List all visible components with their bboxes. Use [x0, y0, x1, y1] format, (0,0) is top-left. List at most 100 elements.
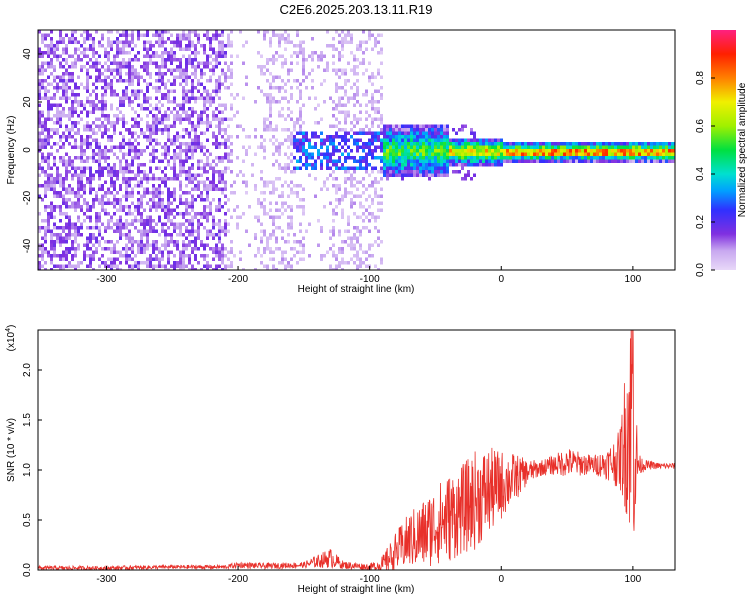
spectrogram-cell [38, 212, 41, 216]
spectrogram-cell [86, 243, 89, 247]
spectrogram-cell [386, 163, 389, 167]
spectrogram-cell [197, 65, 200, 69]
spectrogram-cell [194, 86, 197, 90]
spectrogram-cell [44, 261, 47, 265]
spectrogram-cell [179, 166, 182, 170]
spectrogram-cell [407, 128, 410, 132]
spectrogram-cell [170, 142, 173, 146]
spectrogram-cell [218, 75, 221, 79]
spectrogram-cell [119, 33, 122, 37]
spectrogram-cell [164, 128, 167, 132]
spectrogram-cell [590, 142, 593, 146]
spectrogram-cell [353, 212, 356, 216]
spectrogram-cell [176, 103, 179, 107]
spectrogram-cell [182, 243, 185, 247]
spectrogram-cell [179, 47, 182, 51]
spectrogram-cell [443, 170, 446, 174]
spectrogram-cell [149, 44, 152, 48]
spectrogram-cell [344, 103, 347, 107]
spectrogram-cell [272, 257, 275, 261]
spectrogram-cell [380, 96, 383, 100]
spectrogram-cell [521, 159, 524, 163]
spectrogram-cell [356, 142, 359, 146]
spectrogram-cell [230, 240, 233, 244]
spectrogram-cell [77, 156, 80, 160]
spectrogram-cell [365, 264, 368, 268]
spectrogram-cell [368, 149, 371, 153]
spectrogram-cell [59, 138, 62, 142]
spectrogram-cell [131, 257, 134, 261]
spectrogram-cell [161, 257, 164, 261]
spectrogram-cell [152, 44, 155, 48]
spectrogram-cell [68, 261, 71, 265]
spectrogram-cell [188, 117, 191, 121]
spectrogram-cell [182, 212, 185, 216]
spectrogram-cell [389, 166, 392, 170]
spectrogram-cell [173, 240, 176, 244]
spectrogram-cell [203, 107, 206, 111]
spectrogram-cell [74, 268, 77, 270]
spectrogram-cell [296, 149, 299, 153]
spectrogram-cell [371, 131, 374, 135]
spectrogram-cell [137, 114, 140, 118]
spectrogram-cell [371, 96, 374, 100]
spectrogram-cell [380, 201, 383, 205]
spectrogram-cell [332, 124, 335, 128]
spectrogram-cell [155, 254, 158, 258]
spectrogram-cell [65, 201, 68, 205]
spectrogram-cell [629, 156, 632, 160]
spectrogram-cell [71, 159, 74, 163]
spectrogram-cell [278, 54, 281, 58]
spectrogram-cell [62, 110, 65, 114]
spectrogram-cell [179, 264, 182, 268]
spectrogram-cell [278, 247, 281, 251]
spectrogram-cell [137, 37, 140, 41]
spectrogram-cell [191, 93, 194, 97]
spectrogram-cell [512, 142, 515, 146]
spectrogram-cell [485, 163, 488, 167]
spectrogram-cell [98, 198, 101, 202]
spectrogram-cell [368, 138, 371, 142]
spectrogram-cell [176, 131, 179, 135]
spectrogram-cell [44, 236, 47, 240]
spectrogram-cell [110, 180, 113, 184]
spectrogram-cell [155, 121, 158, 125]
spectrogram-cell [176, 117, 179, 121]
spectrogram-cell [68, 170, 71, 174]
spectrogram-cell [158, 184, 161, 188]
spectrogram-cell [191, 268, 194, 270]
spectrogram-cell [95, 68, 98, 72]
spectrogram-cell [185, 61, 188, 65]
spectrogram-cell [323, 205, 326, 209]
spectrogram-cell [71, 100, 74, 104]
spectrogram-cell [185, 201, 188, 205]
spectrogram-cell [380, 131, 383, 135]
spectrogram-cell [272, 268, 275, 270]
spectrogram-cell [266, 124, 269, 128]
spectrogram-cell [419, 156, 422, 160]
spectrogram-cell [74, 240, 77, 244]
spectrogram-cell [167, 212, 170, 216]
spectrogram-cell [116, 226, 119, 230]
spectrogram-cell [221, 82, 224, 86]
spectrogram-cell [65, 198, 68, 202]
spectrogram-cell [152, 243, 155, 247]
spectrogram-cell [422, 138, 425, 142]
spectrogram-cell [236, 135, 239, 139]
spectrogram-cell [98, 142, 101, 146]
spectrogram-cell [59, 117, 62, 121]
spectrogram-cell [122, 226, 125, 230]
spectrogram-cell [482, 163, 485, 167]
spectrogram-cell [278, 44, 281, 48]
spectrogram-cell [275, 100, 278, 104]
spectrogram-cell [98, 215, 101, 219]
spectrogram-cell [152, 247, 155, 251]
spectrogram-cell [347, 261, 350, 265]
spectrogram-cell [404, 135, 407, 139]
spectrogram-cell [344, 68, 347, 72]
spectrogram-cell [428, 128, 431, 132]
spectrogram-cell [128, 44, 131, 48]
spectrogram-cell [173, 82, 176, 86]
spectrogram-cell [44, 68, 47, 72]
spectrogram-cell [158, 89, 161, 93]
